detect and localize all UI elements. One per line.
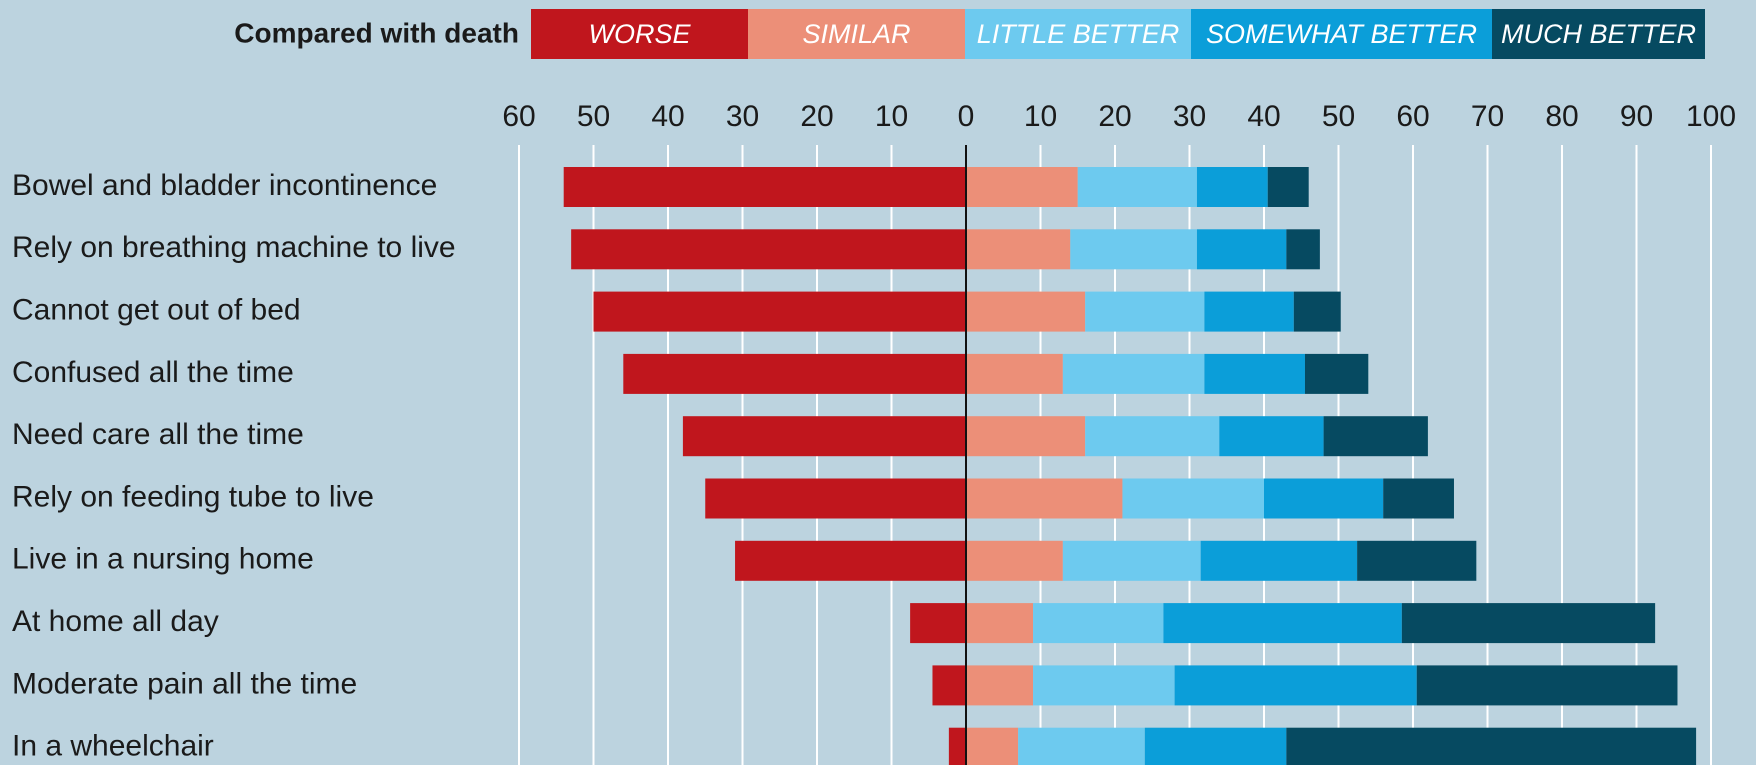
x-tick-label: 30 <box>1173 100 1206 133</box>
category-label: Need care all the time <box>12 418 304 451</box>
bar-segment <box>1174 665 1417 706</box>
x-tick-label: 10 <box>1024 100 1057 133</box>
bar-segment <box>1200 540 1358 581</box>
bar-segment <box>1062 540 1201 581</box>
bar-segment <box>1085 416 1220 457</box>
bar-segment <box>1077 167 1197 207</box>
category-label: In a wheelchair <box>12 730 214 763</box>
bar-segment <box>1267 167 1309 207</box>
legend-swatch <box>1191 9 1492 59</box>
x-tick-label: 90 <box>1620 100 1653 133</box>
bar-segment <box>966 478 1123 519</box>
category-label: Moderate pain all the time <box>12 667 357 700</box>
bar-segment <box>1070 229 1197 270</box>
x-tick-label: 50 <box>1322 100 1355 133</box>
bar-segment <box>1062 353 1205 394</box>
legend-label: SIMILAR <box>802 19 910 49</box>
legend-label: SOMEWHAT BETTER <box>1206 19 1477 49</box>
bar-segment <box>593 291 966 332</box>
bar-segment <box>966 291 1086 332</box>
category-label: Live in a nursing home <box>12 543 314 576</box>
bar-segment <box>1163 603 1402 644</box>
bar-segment <box>966 727 1019 765</box>
x-tick-label: 50 <box>577 100 610 133</box>
x-tick-label: 20 <box>1098 100 1131 133</box>
legend-title: Compared with death <box>234 17 519 48</box>
bar-segment <box>1122 478 1264 519</box>
legend-swatch <box>965 9 1191 59</box>
bar-segment <box>1204 353 1305 394</box>
bar-segment <box>1264 478 1384 519</box>
bar-segment <box>966 353 1063 394</box>
x-tick-label: 40 <box>651 100 684 133</box>
x-tick-label: 100 <box>1686 100 1736 133</box>
bar-segment <box>1196 229 1287 270</box>
bar-segment <box>1323 416 1428 457</box>
bar-segment <box>705 478 966 519</box>
legend-label: WORSE <box>588 19 691 49</box>
legend-swatch <box>1492 9 1705 59</box>
bar-segment <box>571 229 966 270</box>
bar-segment <box>1219 416 1324 457</box>
bar-segment <box>1085 291 1205 332</box>
bar-segment <box>966 416 1086 457</box>
bar-segment <box>1204 291 1294 332</box>
bar-segment <box>966 229 1071 270</box>
bar-segment <box>1196 167 1268 207</box>
x-tick-label: 40 <box>1247 100 1280 133</box>
legend-label: MUCH BETTER <box>1501 19 1696 49</box>
category-label: Cannot get out of bed <box>12 294 301 327</box>
bar-segment <box>1383 478 1454 519</box>
legend-swatch <box>531 9 748 59</box>
x-tick-label: 30 <box>726 100 759 133</box>
x-tick-label: 10 <box>875 100 908 133</box>
bar-segment <box>966 665 1034 706</box>
category-label: Rely on feeding tube to live <box>12 480 374 513</box>
x-tick-label: 60 <box>1396 100 1429 133</box>
x-tick-label: 20 <box>800 100 833 133</box>
bar-segment <box>910 603 966 644</box>
x-tick-label: 70 <box>1471 100 1504 133</box>
x-tick-label: 0 <box>958 100 975 133</box>
bar-segment <box>1357 540 1477 581</box>
x-tick-label: 60 <box>502 100 535 133</box>
bar-segment <box>1286 727 1697 765</box>
category-label: Confused all the time <box>12 356 294 389</box>
bar-segment <box>1033 665 1175 706</box>
bar-segment <box>966 540 1063 581</box>
bar-segment <box>932 665 966 706</box>
bar-segment <box>948 727 966 765</box>
bar-segment <box>966 603 1034 644</box>
bar-segment <box>966 167 1078 207</box>
category-label: Rely on breathing machine to live <box>12 231 456 264</box>
bar-segment <box>1416 665 1678 706</box>
bar-segment <box>682 416 966 457</box>
bar-segment <box>623 353 966 394</box>
bar-segment <box>563 167 966 207</box>
legend-swatch <box>748 9 965 59</box>
bar-segment <box>1293 291 1341 332</box>
category-label: At home all day <box>12 605 219 638</box>
bar-segment <box>1401 603 1656 644</box>
legend-label: LITTLE BETTER <box>977 19 1180 49</box>
bar-segment <box>1286 229 1320 270</box>
bar-segment <box>1033 603 1164 644</box>
bar-segment <box>1144 727 1287 765</box>
x-tick-label: 80 <box>1545 100 1578 133</box>
bar-segment <box>735 540 966 581</box>
category-label: Bowel and bladder incontinence <box>12 169 437 202</box>
bar-segment <box>1018 727 1145 765</box>
bar-segment <box>1304 353 1369 394</box>
